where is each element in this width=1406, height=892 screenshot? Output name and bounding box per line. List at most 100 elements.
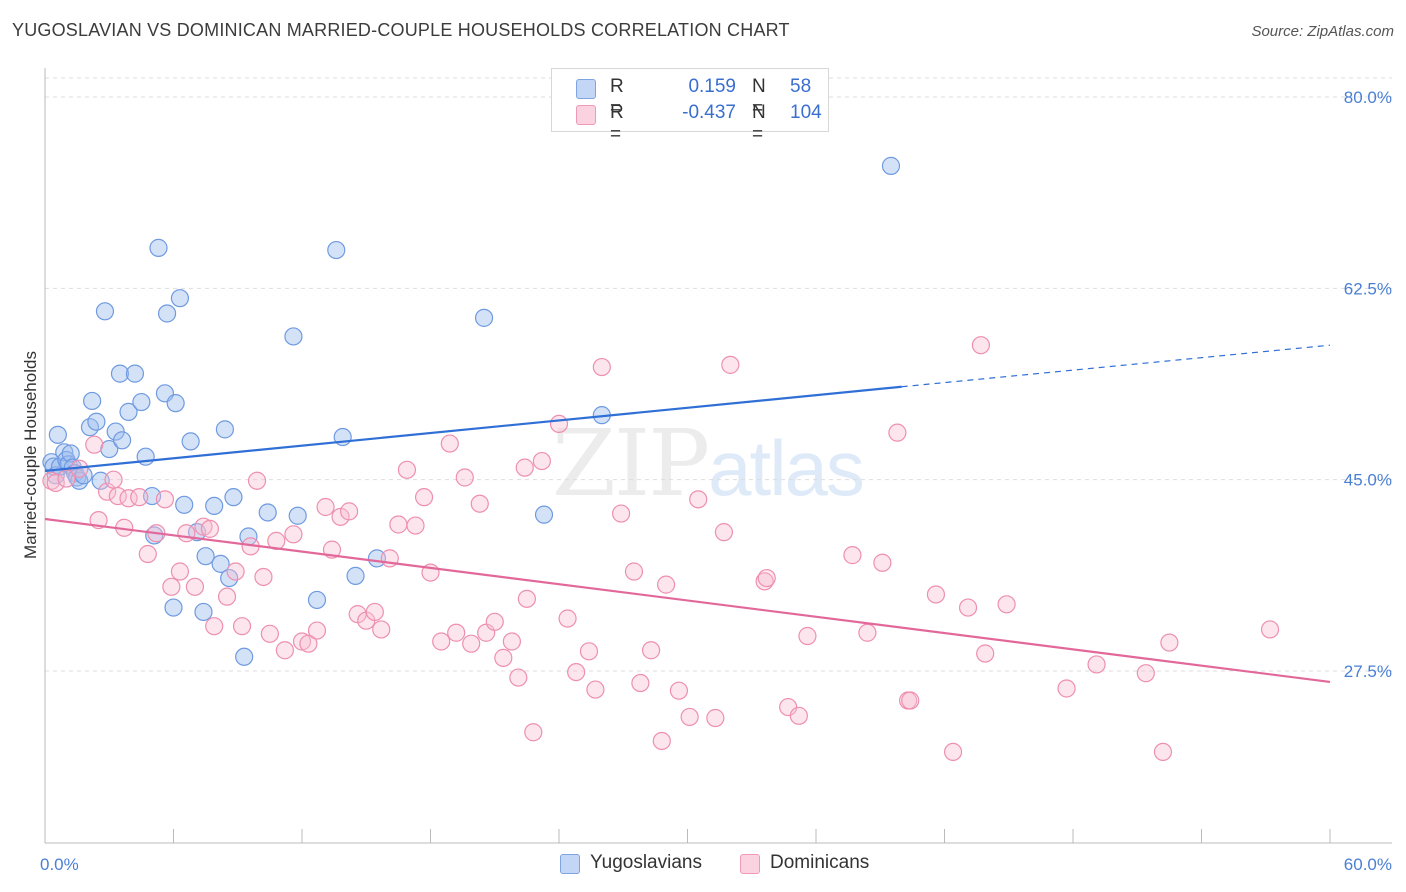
dominican-point	[943, 742, 963, 762]
dominican-point	[485, 612, 504, 631]
y-tick-label: 80.0%	[1344, 88, 1392, 107]
dominican-point	[200, 519, 220, 538]
dominican-point	[1087, 655, 1106, 674]
dominican-point	[462, 634, 481, 653]
yugoslavian-point	[196, 547, 215, 566]
series-label-yugoslavians: Yugoslavians	[590, 852, 702, 873]
yugoslavian-point	[175, 495, 194, 514]
dominican-point	[440, 434, 459, 453]
dominican-point	[612, 504, 631, 523]
dominican-point	[549, 414, 569, 434]
dominican-point	[494, 648, 513, 667]
y-tick-label: 45.0%	[1344, 471, 1392, 490]
yugoslavian-point	[235, 647, 254, 666]
yugoslavian-trend-extension	[901, 344, 1331, 388]
dominican-point	[592, 357, 611, 377]
dominican-point	[901, 691, 920, 710]
dominican-point	[1136, 664, 1155, 683]
yugoslavian-trend-line	[44, 385, 902, 473]
grid-layer	[45, 77, 1392, 672]
dominican-point	[155, 490, 175, 509]
yugoslavian-point	[881, 156, 901, 175]
dominican-point	[558, 609, 577, 628]
dominican-point	[641, 641, 661, 660]
source-note: Source: ZipAtlas.com	[1251, 23, 1394, 40]
dominican-point	[706, 708, 725, 728]
chart-title: YUGOSLAVIAN VS DOMINICAN MARRIED-COUPLE …	[12, 20, 790, 40]
watermark: ZIPatlas	[552, 410, 865, 517]
legend-n-value: 104	[790, 102, 822, 123]
yugoslavian-point	[474, 308, 494, 327]
yugoslavian-point	[534, 505, 554, 524]
dominican-point	[455, 468, 474, 487]
dominican-point	[275, 641, 294, 660]
dominican-point	[260, 624, 279, 643]
dominican-point	[170, 562, 190, 581]
y-axis-label: Married-couple Households	[21, 351, 40, 559]
dominican-point	[389, 515, 408, 534]
dominican-point	[130, 488, 149, 507]
dominican-point	[104, 470, 123, 489]
dominican-point	[432, 632, 451, 651]
dominican-point	[365, 602, 384, 622]
dominican-point	[789, 706, 808, 725]
dominican-point	[586, 680, 605, 699]
yugoslavian-point	[327, 240, 346, 260]
dominican-point	[656, 575, 676, 594]
dominican-point	[567, 662, 586, 682]
dominican-point	[217, 587, 237, 606]
dominican-point	[406, 516, 425, 535]
yugoslavian-point	[215, 420, 234, 439]
dominican-point	[517, 589, 536, 608]
yugoslavian-point	[61, 444, 80, 463]
dominican-point	[532, 451, 551, 471]
yugoslavian-point	[110, 364, 130, 383]
legend-n-value: 58	[790, 76, 812, 97]
dominican-point	[798, 626, 817, 646]
dominican-point	[414, 488, 434, 507]
dominican-point	[669, 681, 689, 700]
dominican-point	[873, 553, 892, 572]
dominican-point	[1160, 633, 1179, 652]
legend-r-label: R =	[610, 76, 624, 119]
yugoslavian-point	[164, 598, 183, 617]
dominican-point	[108, 486, 127, 506]
legend-r-label: R =	[610, 102, 624, 145]
dominican-point	[689, 490, 708, 509]
yugoslavian-point	[258, 503, 277, 522]
yugoslavian-point	[157, 304, 177, 323]
dominican-point	[579, 642, 599, 661]
yugoslavian-point	[224, 488, 243, 507]
dominican-point	[1057, 679, 1076, 698]
legend-swatch-dominicans	[576, 105, 596, 125]
dominican-point	[254, 567, 273, 587]
yugoslavian-point	[288, 506, 307, 525]
yugoslavian-point	[307, 590, 327, 610]
dominican-point	[138, 544, 157, 564]
dominican-point	[447, 623, 466, 642]
yugoslavian-point	[194, 602, 213, 622]
dominican-point	[46, 473, 65, 493]
yugoslavian-point	[211, 554, 230, 573]
yugoslavian-point	[205, 496, 224, 516]
yugoslavian-point	[346, 566, 365, 585]
dominican-point	[631, 673, 650, 693]
y-tick-label: 27.5%	[1344, 662, 1392, 681]
dominican-point	[926, 585, 946, 604]
dominican-point	[721, 355, 740, 374]
dominican-point	[1260, 620, 1280, 639]
yugoslavian-point	[100, 439, 119, 459]
dominican-point	[680, 707, 699, 727]
dominican-point	[755, 572, 774, 591]
dominican-point	[757, 568, 776, 588]
dominican-point	[232, 617, 252, 636]
dominican-point	[652, 731, 671, 751]
dominican-point	[397, 460, 417, 479]
dominican-point	[177, 524, 196, 543]
yugoslavian-point	[125, 364, 145, 383]
dominican-point	[971, 336, 991, 355]
trend-layer	[44, 344, 1331, 684]
yugoslavian-point	[87, 412, 106, 431]
series-label-dominicans: Dominicans	[770, 852, 870, 873]
watermark-atlas: atlas	[708, 424, 865, 512]
